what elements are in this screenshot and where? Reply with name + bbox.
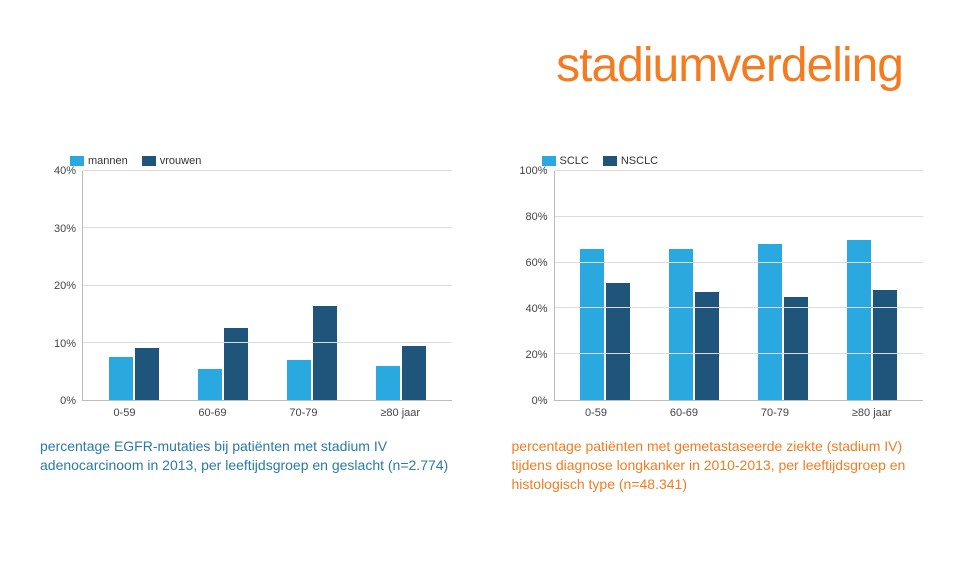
bar [695, 292, 719, 400]
gridline [83, 342, 452, 343]
bar [580, 249, 604, 400]
bar-group [580, 171, 630, 400]
chart-left-x-labels: 0-59 60-69 70-79 ≥80 jaar [82, 401, 452, 419]
chart-right-y-axis: 0%20%40%60%80%100% [512, 171, 554, 401]
gridline [83, 170, 452, 171]
y-tick-label: 40% [525, 303, 547, 315]
x-tick-label: 70-79 [289, 407, 317, 419]
legend-label: mannen [88, 155, 128, 167]
bar [135, 348, 159, 400]
bar [198, 369, 222, 400]
page-title: stadiumverdeling [556, 38, 903, 93]
gridline [555, 170, 924, 171]
y-tick-label: 30% [54, 223, 76, 235]
y-tick-label: 60% [525, 257, 547, 269]
y-tick-label: 0% [60, 395, 76, 407]
chart-right-groups [555, 171, 924, 400]
chart-right-caption: percentage patiënten met gemetastaseerde… [512, 437, 922, 494]
x-tick-label: ≥80 jaar [852, 407, 892, 419]
bar [287, 360, 311, 400]
bar [758, 244, 782, 400]
chart-right-area: 0%20%40%60%80%100% [512, 171, 924, 401]
bar-group [758, 171, 808, 400]
chart-left-area: 0%10%20%30%40% [40, 171, 452, 401]
bar [376, 366, 400, 400]
x-tick-label: ≥80 jaar [380, 407, 420, 419]
y-tick-label: 80% [525, 211, 547, 223]
bar-group [287, 171, 337, 400]
gridline [83, 285, 452, 286]
chart-right-legend: SCLC NSCLC [542, 155, 924, 167]
bar [313, 306, 337, 400]
chart-left: mannen vrouwen 0% 10% 20% 30% 40% 0-59 60-69 7… [40, 155, 452, 494]
y-tick-label: 40% [54, 165, 76, 177]
legend-swatch [603, 156, 617, 166]
y-tick-label: 0% [532, 395, 548, 407]
chart-left-caption: percentage EGFR-mutaties bij patiënten m… [40, 437, 450, 475]
chart-left-y-axis: 0%10%20%30%40% [40, 171, 82, 401]
x-tick-label: 60-69 [670, 407, 698, 419]
bar [224, 328, 248, 400]
legend-item: SCLC [542, 155, 589, 167]
gridline [555, 262, 924, 263]
bar [847, 240, 871, 400]
y-tick-label: 20% [525, 349, 547, 361]
gridline [555, 307, 924, 308]
chart-left-legend: mannen vrouwen [70, 155, 452, 167]
chart-left-groups [83, 171, 452, 400]
charts-row: mannen vrouwen 0% 10% 20% 30% 40% 0-59 60-69 7… [40, 155, 923, 494]
x-tick-label: 0-59 [113, 407, 135, 419]
bar-group [109, 171, 159, 400]
y-tick-label: 10% [54, 338, 76, 350]
bar-group [669, 171, 719, 400]
legend-label: NSCLC [621, 155, 658, 167]
legend-swatch [142, 156, 156, 166]
y-tick-label: 100% [519, 165, 547, 177]
legend-label: vrouwen [160, 155, 202, 167]
legend-item: vrouwen [142, 155, 202, 167]
legend-label: SCLC [560, 155, 589, 167]
bar [784, 297, 808, 400]
chart-right-x-labels: 0-59 60-69 70-79 ≥80 jaar [554, 401, 924, 419]
legend-item: NSCLC [603, 155, 658, 167]
bar-group [847, 171, 897, 400]
x-tick-label: 0-59 [585, 407, 607, 419]
bar [402, 346, 426, 400]
bar [606, 283, 630, 400]
chart-right-plot [554, 171, 924, 401]
bar-group [198, 171, 248, 400]
gridline [83, 227, 452, 228]
bar [109, 357, 133, 400]
bar-group [376, 171, 426, 400]
legend-item: mannen [70, 155, 128, 167]
gridline [555, 353, 924, 354]
chart-left-plot [82, 171, 452, 401]
x-tick-label: 70-79 [761, 407, 789, 419]
y-tick-label: 20% [54, 280, 76, 292]
gridline [555, 216, 924, 217]
bar [669, 249, 693, 400]
x-tick-label: 60-69 [198, 407, 226, 419]
chart-right: SCLC NSCLC 0% 20% 40% 60% 80% 100% 0-59 60-69 7… [512, 155, 924, 494]
